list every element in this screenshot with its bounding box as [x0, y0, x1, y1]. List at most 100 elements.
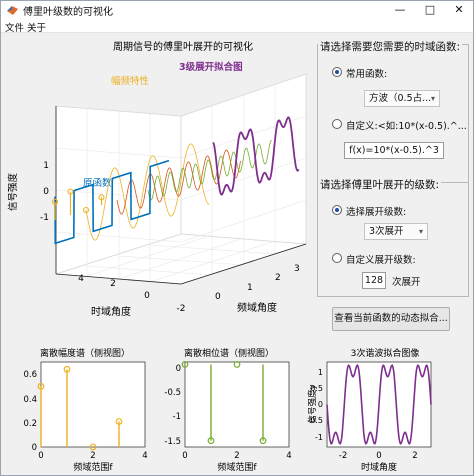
- fit-annotation: 3级展开拟合图: [179, 61, 243, 73]
- x-tick: 4: [142, 451, 147, 461]
- y-tick: 0: [318, 400, 323, 409]
- amp-marker-3d: [51, 198, 59, 205]
- custom-function-radio[interactable]: [332, 119, 342, 129]
- phase-xlabel: 频域范围f: [217, 461, 257, 473]
- y-tick: 0: [176, 364, 181, 374]
- stem-marker: [259, 437, 267, 445]
- custom-order-label: 自定义展开级数:: [346, 255, 416, 266]
- menu-file[interactable]: 文件: [5, 23, 25, 34]
- select-order-label: 选择展开级数:: [346, 207, 407, 218]
- x-tick: -2: [177, 304, 186, 314]
- original-function-line: [54, 159, 170, 245]
- harmonic-line: [116, 149, 241, 215]
- y-tick: 0: [32, 443, 37, 453]
- x-tick: 0: [144, 291, 150, 301]
- fit-ylabel: 信号强度y: [307, 384, 318, 423]
- x-tick: -2: [339, 451, 347, 461]
- phase-spectrum-plot[interactable]: 离散相位谱（侧视图） 0 2 4 -1.5 -1 -0.5 0 频域范围f: [149, 334, 309, 474]
- x-tick: 4: [286, 451, 291, 461]
- y-tick: -1: [173, 412, 181, 422]
- dropdown-value: 3次展开: [369, 226, 404, 237]
- y-tick: 0.6: [23, 370, 37, 380]
- amp-marker-3d: [82, 206, 90, 214]
- stem-marker: [89, 443, 97, 451]
- common-function-label: 常用函数:: [346, 69, 388, 80]
- fitted-3d-line: [212, 116, 300, 196]
- amp-plot-box: [40, 361, 146, 448]
- custom-function-input[interactable]: f(x)=10*(x-0.5).^3: [344, 142, 444, 159]
- y-axis-label: 频域角度: [237, 301, 277, 314]
- phase-plot-title: 离散相位谱（侧视图）: [184, 347, 274, 359]
- menu-about[interactable]: 关于: [27, 23, 47, 34]
- y-tick: 3: [294, 264, 300, 274]
- function-panel: 请选择需要您需要的时域函数: 常用函数: 方波（0.5占... ▾ 自定义:<如…: [317, 39, 469, 194]
- amplitude-annotation: 幅频特性: [111, 75, 150, 87]
- order-panel: 请选择傅里叶展开的级数: 选择展开级数: 3次展开 ▾ 自定义展开级数: 128…: [317, 177, 469, 297]
- y-tick: -0.5: [307, 416, 323, 425]
- function-panel-title: 请选择需要您需要的时域函数:: [318, 39, 463, 54]
- harmonic-fit-plot[interactable]: 3次谐波拟合图像 -2 0 2 -1 -0.5 0 0.5 1 时域角度 信号强…: [303, 334, 473, 474]
- phase-plot-box: [184, 361, 290, 448]
- custom-order-suffix: 次展开: [392, 277, 421, 288]
- x-tick: 2: [234, 451, 239, 461]
- plot-axes: [55, 106, 307, 285]
- stem-marker: [207, 437, 215, 445]
- dynamic-fit-button[interactable]: 查看当前函数的动态拟合...: [332, 307, 450, 331]
- z-tick: 1: [43, 161, 49, 171]
- y-tick: 0: [215, 292, 221, 302]
- x-tick: 0: [182, 451, 187, 461]
- y-tick: -0.5: [164, 388, 181, 398]
- fit-xlabel: 时域角度: [361, 461, 397, 473]
- close-button[interactable]: ✕: [454, 3, 464, 16]
- order-panel-title: 请选择傅里叶展开的级数:: [318, 177, 442, 192]
- fit-plot-title: 3次谐波拟合图像: [351, 347, 420, 359]
- dropdown-value: 方波（0.5占...: [369, 93, 432, 104]
- main-plot-title: 周期信号的傅里叶展开的可视化: [113, 40, 253, 53]
- minimize-button[interactable]: —: [394, 3, 406, 16]
- common-function-radio[interactable]: [332, 67, 342, 77]
- phase-stems: [181, 361, 267, 445]
- fit-curve: [326, 364, 432, 445]
- amplitude-spectrum-plot[interactable]: 离散幅度谱（侧视图） 0 2 4 0 0.2 0.4 0.6 频域范围f: [1, 334, 161, 474]
- x-tick: 2: [110, 279, 116, 289]
- order-dropdown[interactable]: 3次展开 ▾: [364, 223, 428, 240]
- y-tick: 0.2: [23, 419, 37, 429]
- amp-xlabel: 频域范围f: [73, 461, 113, 473]
- matlab-app-icon: [7, 6, 18, 15]
- x-tick: 0: [38, 451, 43, 461]
- custom-order-input[interactable]: 128: [362, 272, 386, 289]
- stem-marker: [233, 361, 241, 368]
- z-tick: 0: [43, 187, 49, 197]
- main-plot-series: [51, 116, 300, 245]
- y-tick: 0.5: [310, 384, 323, 393]
- select-order-radio[interactable]: [332, 205, 342, 215]
- y-tick: 0.4: [23, 395, 37, 405]
- stem-marker: [181, 361, 189, 368]
- stem-marker: [37, 382, 45, 390]
- fit-line: [326, 364, 432, 445]
- stem-marker: [63, 365, 71, 373]
- harmonic-line: [85, 143, 210, 241]
- custom-order-radio[interactable]: [332, 253, 342, 263]
- chevron-down-icon: ▾: [430, 94, 435, 103]
- z-tick: -1: [40, 213, 49, 223]
- x-tick: 2: [412, 451, 417, 461]
- harmonic-line: [147, 139, 272, 201]
- x-axis-label: 时域角度: [91, 305, 131, 318]
- x-tick: 4: [78, 274, 84, 284]
- maximize-button[interactable]: □: [424, 3, 436, 16]
- menu-bar: 文件 关于: [1, 19, 473, 34]
- y-tick: -1: [315, 433, 323, 442]
- chevron-down-icon: ▾: [418, 227, 423, 236]
- x-tick: 2: [90, 451, 95, 461]
- main-3d-plot[interactable]: 周期信号的傅里叶展开的可视化 3级展开拟合图 幅频特性 原函数 1 0 -1 信…: [1, 34, 321, 334]
- amp-plot-title: 离散幅度谱（侧视图）: [40, 347, 130, 359]
- custom-function-label: 自定义:<如:10*(x-0.5).^...: [346, 121, 466, 132]
- amp-marker-3d: [98, 194, 105, 201]
- amp-stems: [37, 365, 123, 451]
- y-tick: 2: [275, 273, 281, 283]
- amp-marker-3d: [67, 188, 74, 195]
- common-function-dropdown[interactable]: 方波（0.5占... ▾: [364, 90, 440, 107]
- y-tick: -1.5: [164, 437, 181, 447]
